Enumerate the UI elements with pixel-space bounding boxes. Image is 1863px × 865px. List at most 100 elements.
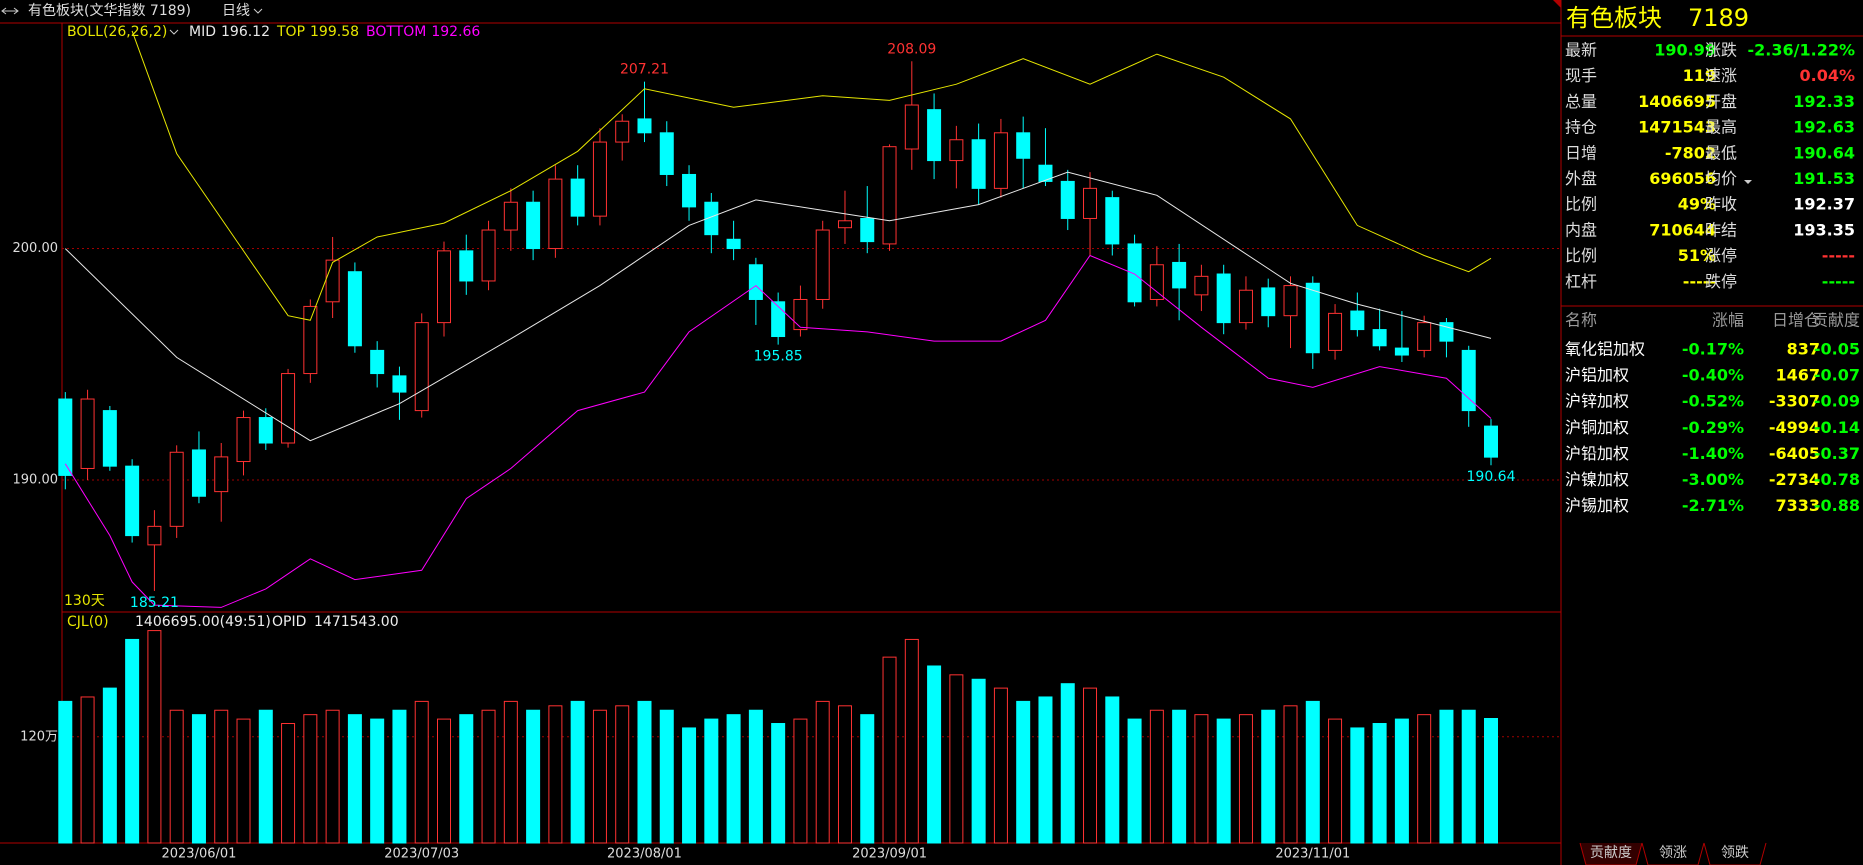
candle-body bbox=[392, 375, 407, 393]
volume-bar bbox=[1216, 718, 1231, 844]
volume-bar bbox=[303, 714, 318, 844]
candle-body bbox=[1261, 287, 1276, 317]
quote-label: 昨结 bbox=[1705, 220, 1737, 239]
volume-bar bbox=[1127, 718, 1142, 844]
volume-bar bbox=[1105, 696, 1120, 844]
volume-bar bbox=[370, 718, 385, 844]
candle-body bbox=[1394, 347, 1409, 356]
volume-bar bbox=[993, 687, 1008, 844]
price-annotation: 190.64 bbox=[1467, 469, 1516, 485]
candle-body bbox=[1372, 329, 1387, 347]
x-tick-label: 2023/09/01 bbox=[852, 847, 927, 862]
sector-cell: 氧化铝加权 bbox=[1565, 340, 1645, 359]
quote-label: 现手 bbox=[1565, 66, 1597, 85]
quote-value: 1471543 bbox=[1638, 118, 1716, 137]
sector-cell: -2.71% bbox=[1682, 496, 1744, 515]
sector-cell: -0.78 bbox=[1814, 470, 1860, 489]
candle-body bbox=[1283, 285, 1298, 317]
tab-label[interactable]: 贡献度 bbox=[1590, 845, 1632, 861]
quote-value: ----- bbox=[1683, 272, 1716, 291]
quote-value: 190.99 bbox=[1654, 41, 1716, 60]
period[interactable]: 日线 bbox=[222, 3, 250, 19]
candle-body bbox=[1060, 180, 1075, 219]
legend-name: TOP bbox=[276, 24, 305, 40]
tab[interactable] bbox=[1579, 842, 1643, 865]
column-header: 名称 bbox=[1565, 311, 1597, 330]
candle-body bbox=[793, 298, 808, 331]
volume-bar bbox=[459, 714, 474, 844]
quote-value: 192.37 bbox=[1793, 195, 1855, 214]
candle-body bbox=[191, 449, 206, 497]
candle-body bbox=[748, 264, 763, 300]
band-line bbox=[131, 30, 1492, 321]
period-label: 130天 bbox=[64, 593, 105, 609]
tab-label[interactable]: 领跌 bbox=[1721, 845, 1749, 861]
y-tick-label: 120万 bbox=[20, 729, 58, 744]
sector-cell: 沪锌加权 bbox=[1565, 392, 1629, 411]
volume-bar bbox=[347, 714, 362, 844]
legend-entry: BOTTOM 192.66 bbox=[366, 24, 480, 40]
volume-bar bbox=[191, 714, 206, 844]
quote-value: 119 bbox=[1683, 66, 1716, 85]
column-header: 涨幅 bbox=[1712, 311, 1744, 330]
volume-bar bbox=[1149, 709, 1164, 844]
opid-name: OPID bbox=[272, 614, 306, 630]
candle-body bbox=[927, 109, 942, 162]
volume-bar bbox=[1038, 696, 1053, 844]
quote-code: 7189 bbox=[1688, 4, 1749, 32]
quote-label: 涨跌 bbox=[1705, 41, 1737, 60]
candle-body bbox=[481, 229, 496, 282]
quote-label: 杠杆 bbox=[1565, 272, 1597, 291]
volume-bar bbox=[793, 718, 808, 844]
candle-body bbox=[437, 250, 452, 324]
volume-bar bbox=[659, 709, 674, 844]
volume-bar bbox=[615, 705, 630, 844]
nav-icon[interactable] bbox=[1, 7, 19, 15]
quote-label: 均价 bbox=[1705, 169, 1737, 188]
volume-bar bbox=[1238, 714, 1253, 844]
quote-label: 比例 bbox=[1565, 195, 1597, 214]
quote-value: 192.33 bbox=[1793, 92, 1855, 111]
sector-cell: -0.52% bbox=[1682, 392, 1744, 411]
volume-bar bbox=[169, 709, 184, 844]
volume-bar bbox=[147, 630, 162, 844]
candle-body bbox=[548, 178, 563, 250]
candle-body bbox=[971, 139, 986, 189]
volume-bar bbox=[1394, 718, 1409, 844]
candle-body bbox=[125, 465, 140, 537]
sector-cell: -0.40% bbox=[1682, 366, 1744, 385]
sector-cell: -4994 bbox=[1769, 418, 1820, 437]
volume-bar bbox=[637, 700, 652, 844]
tab[interactable] bbox=[1641, 842, 1705, 865]
sector-cell: 沪镍加权 bbox=[1565, 470, 1629, 489]
x-tick-label: 2023/06/01 bbox=[161, 847, 236, 862]
tab-label[interactable]: 领涨 bbox=[1659, 845, 1687, 861]
candle-body bbox=[1016, 132, 1031, 159]
volume-name: CJL(0) bbox=[67, 614, 109, 630]
sector-cell: 沪铜加权 bbox=[1565, 418, 1629, 437]
opid-value: 1471543.00 bbox=[314, 614, 399, 630]
volume-bar bbox=[860, 714, 875, 844]
volume-bar bbox=[1305, 700, 1320, 844]
tab[interactable] bbox=[1703, 842, 1767, 865]
candle-body bbox=[592, 141, 607, 217]
legend-entry: TOP 199.58 bbox=[276, 24, 359, 40]
volume-bar bbox=[927, 665, 942, 844]
band-line bbox=[64, 254, 1492, 608]
volume-bar bbox=[1439, 709, 1454, 844]
candle-body bbox=[771, 301, 786, 338]
candle-body bbox=[325, 259, 340, 303]
volume-bar bbox=[80, 696, 95, 844]
volume-summary: 1406695.00(49:51) bbox=[135, 614, 271, 630]
volume-bar bbox=[236, 718, 251, 844]
volume-bar bbox=[1417, 714, 1432, 844]
legend-name: MID bbox=[189, 24, 216, 40]
quote-label: 比例 bbox=[1565, 246, 1597, 265]
quote-label: 昨收 bbox=[1705, 195, 1737, 214]
quote-value: 193.35 bbox=[1793, 220, 1855, 239]
quote-value: -2.36/1.22% bbox=[1748, 41, 1855, 60]
volume-bar bbox=[570, 700, 585, 844]
candle-body bbox=[1172, 261, 1187, 289]
quote-title: 有色板块 bbox=[1566, 4, 1662, 32]
quote-label: 涨停 bbox=[1705, 246, 1737, 265]
